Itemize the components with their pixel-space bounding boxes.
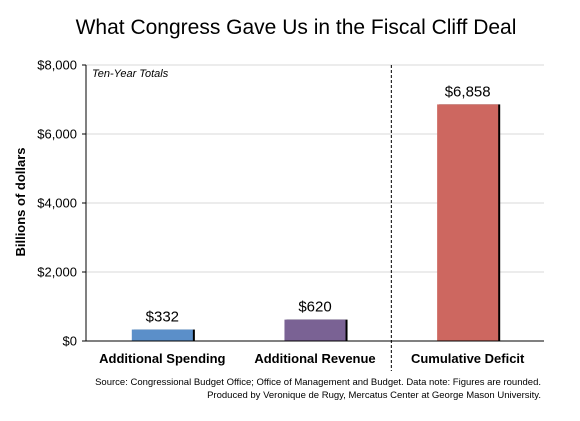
y-tick-label: $6,000 [37,127,77,142]
chart-title: What Congress Gave Us in the Fiscal Clif… [76,16,517,39]
ten-year-totals-note: Ten-Year Totals [92,68,169,80]
data-label: $620 [298,299,331,316]
x-tick-label: Cumulative Deficit [411,351,525,366]
source-line-1: Source: Congressional Budget Office; Off… [95,377,541,388]
data-label: $6,858 [445,83,491,100]
x-tick-label: Additional Revenue [254,351,375,366]
bar [437,104,499,341]
y-tick-label: $0 [63,334,77,349]
y-tick-label: $4,000 [37,196,77,211]
y-axis-label: Billions of dollars [13,147,28,256]
x-tick-label: Additional Spending [99,351,225,366]
data-label: $332 [146,309,179,326]
y-tick-label: $8,000 [37,58,77,73]
source-line-2: Produced by Veronique de Rugy, Mercatus … [207,390,541,401]
bar [131,329,193,341]
y-tick-label: $2,000 [37,265,77,280]
bar [284,319,346,341]
